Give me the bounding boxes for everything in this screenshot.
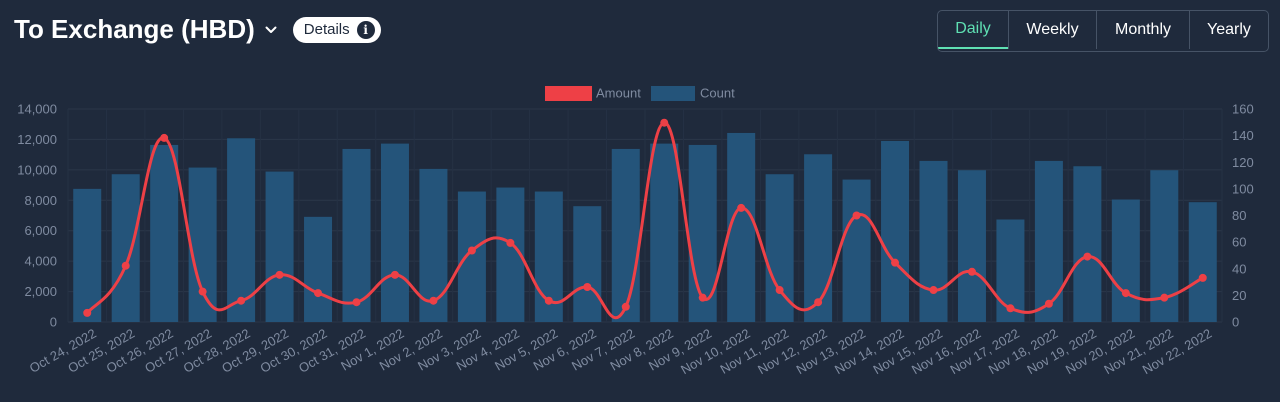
amount-point xyxy=(891,258,900,267)
count-bar xyxy=(457,191,486,322)
count-bar xyxy=(957,170,986,322)
amount-point xyxy=(506,238,515,247)
right-tick-label: 40 xyxy=(1232,261,1246,276)
left-axis: 0 2,000 4,000 6,000 8,000 10,000 12,000 14,000 xyxy=(17,102,57,330)
amount-point xyxy=(775,286,784,295)
count-bar xyxy=(650,143,679,322)
amount-line xyxy=(86,121,1204,320)
info-icon: i xyxy=(356,20,375,39)
amount-point xyxy=(621,302,630,311)
amount-point xyxy=(929,286,938,295)
count-bar xyxy=(881,140,910,322)
legend-label-amount[interactable]: Amount xyxy=(596,86,641,101)
amount-point xyxy=(698,293,707,302)
amount-points xyxy=(83,118,1207,317)
count-bar xyxy=(727,132,756,322)
right-tick-label: 80 xyxy=(1232,208,1246,223)
right-tick-label: 140 xyxy=(1232,128,1254,143)
left-tick-label: 12,000 xyxy=(17,132,57,147)
count-bar xyxy=(804,154,833,322)
count-bar xyxy=(765,174,794,322)
count-bar xyxy=(380,143,409,322)
amount-point xyxy=(1121,289,1130,298)
amount-point xyxy=(1006,304,1015,313)
amount-point xyxy=(967,267,976,276)
count-bar xyxy=(227,138,256,322)
left-tick-label: 10,000 xyxy=(17,162,57,177)
count-bar xyxy=(188,167,217,322)
count-bar xyxy=(73,188,102,322)
right-tick-label: 0 xyxy=(1232,315,1239,330)
count-bar xyxy=(842,179,871,322)
amount-point xyxy=(1160,293,1169,302)
legend-swatch-amount[interactable] xyxy=(545,86,592,101)
chart: 02,0004,0006,0008,00010,00012,00014,000 … xyxy=(17,86,1254,378)
count-bar xyxy=(1188,202,1217,322)
right-axis: 0 20 40 60 80 100 120 140 160 xyxy=(1232,102,1254,330)
amount-point xyxy=(352,298,361,307)
count-bar xyxy=(342,148,371,322)
amount-point xyxy=(814,298,823,307)
amount-point xyxy=(160,133,169,142)
tab-yearly[interactable]: Yearly xyxy=(1189,11,1268,49)
page-title: To Exchange (HBD) xyxy=(14,14,255,44)
amount-point xyxy=(198,287,207,296)
count-bar xyxy=(919,160,948,322)
legend-swatch-count[interactable] xyxy=(651,86,695,101)
amount-point xyxy=(852,211,861,220)
amount-point xyxy=(237,296,246,305)
left-tick-label: 4,000 xyxy=(24,254,57,269)
right-tick-label: 100 xyxy=(1232,181,1254,196)
tab-daily[interactable]: Daily xyxy=(938,11,1008,49)
count-bar xyxy=(111,174,140,322)
left-tick-label: 0 xyxy=(50,315,57,330)
left-tick-label: 14,000 xyxy=(17,102,57,117)
tab-weekly[interactable]: Weekly xyxy=(1008,11,1096,49)
count-bar xyxy=(1111,199,1140,322)
amount-point xyxy=(275,270,284,279)
title-group: To Exchange (HBD) Details i xyxy=(14,14,381,45)
count-bar xyxy=(611,148,640,322)
right-tick-label: 160 xyxy=(1232,102,1254,117)
amount-point xyxy=(1044,299,1053,308)
count-bar xyxy=(419,168,448,322)
count-bar xyxy=(1034,160,1063,322)
chevron-down-icon[interactable] xyxy=(265,26,277,34)
right-tick-label: 20 xyxy=(1232,288,1246,303)
amount-point xyxy=(737,203,746,212)
left-tick-label: 8,000 xyxy=(24,193,57,208)
amount-point xyxy=(390,270,399,279)
count-bar xyxy=(150,144,179,322)
count-bar xyxy=(265,171,294,322)
right-tick-label: 60 xyxy=(1232,235,1246,250)
amount-point xyxy=(544,296,553,305)
amount-point xyxy=(660,118,669,127)
chart-header: To Exchange (HBD) Details i Daily Weekly… xyxy=(0,0,1280,62)
details-button[interactable]: Details i xyxy=(292,16,381,43)
period-tabs: Daily Weekly Monthly Yearly xyxy=(937,10,1269,52)
details-button-label: Details xyxy=(303,21,350,38)
amount-point xyxy=(1198,273,1207,282)
tab-monthly[interactable]: Monthly xyxy=(1096,11,1189,49)
count-bar xyxy=(304,216,333,322)
amount-point xyxy=(1083,252,1092,261)
count-bar xyxy=(1073,166,1102,322)
left-tick-label: 6,000 xyxy=(24,223,57,238)
right-tick-label: 120 xyxy=(1232,155,1254,170)
amount-point xyxy=(83,308,92,317)
legend-label-count[interactable]: Count xyxy=(700,86,735,101)
legend: Amount Count xyxy=(545,86,735,101)
left-tick-label: 2,000 xyxy=(24,284,57,299)
amount-point xyxy=(121,261,130,270)
amount-point xyxy=(314,289,323,298)
amount-point xyxy=(467,246,476,255)
amount-point xyxy=(429,296,438,305)
amount-point xyxy=(583,283,592,292)
count-bar xyxy=(573,206,602,322)
